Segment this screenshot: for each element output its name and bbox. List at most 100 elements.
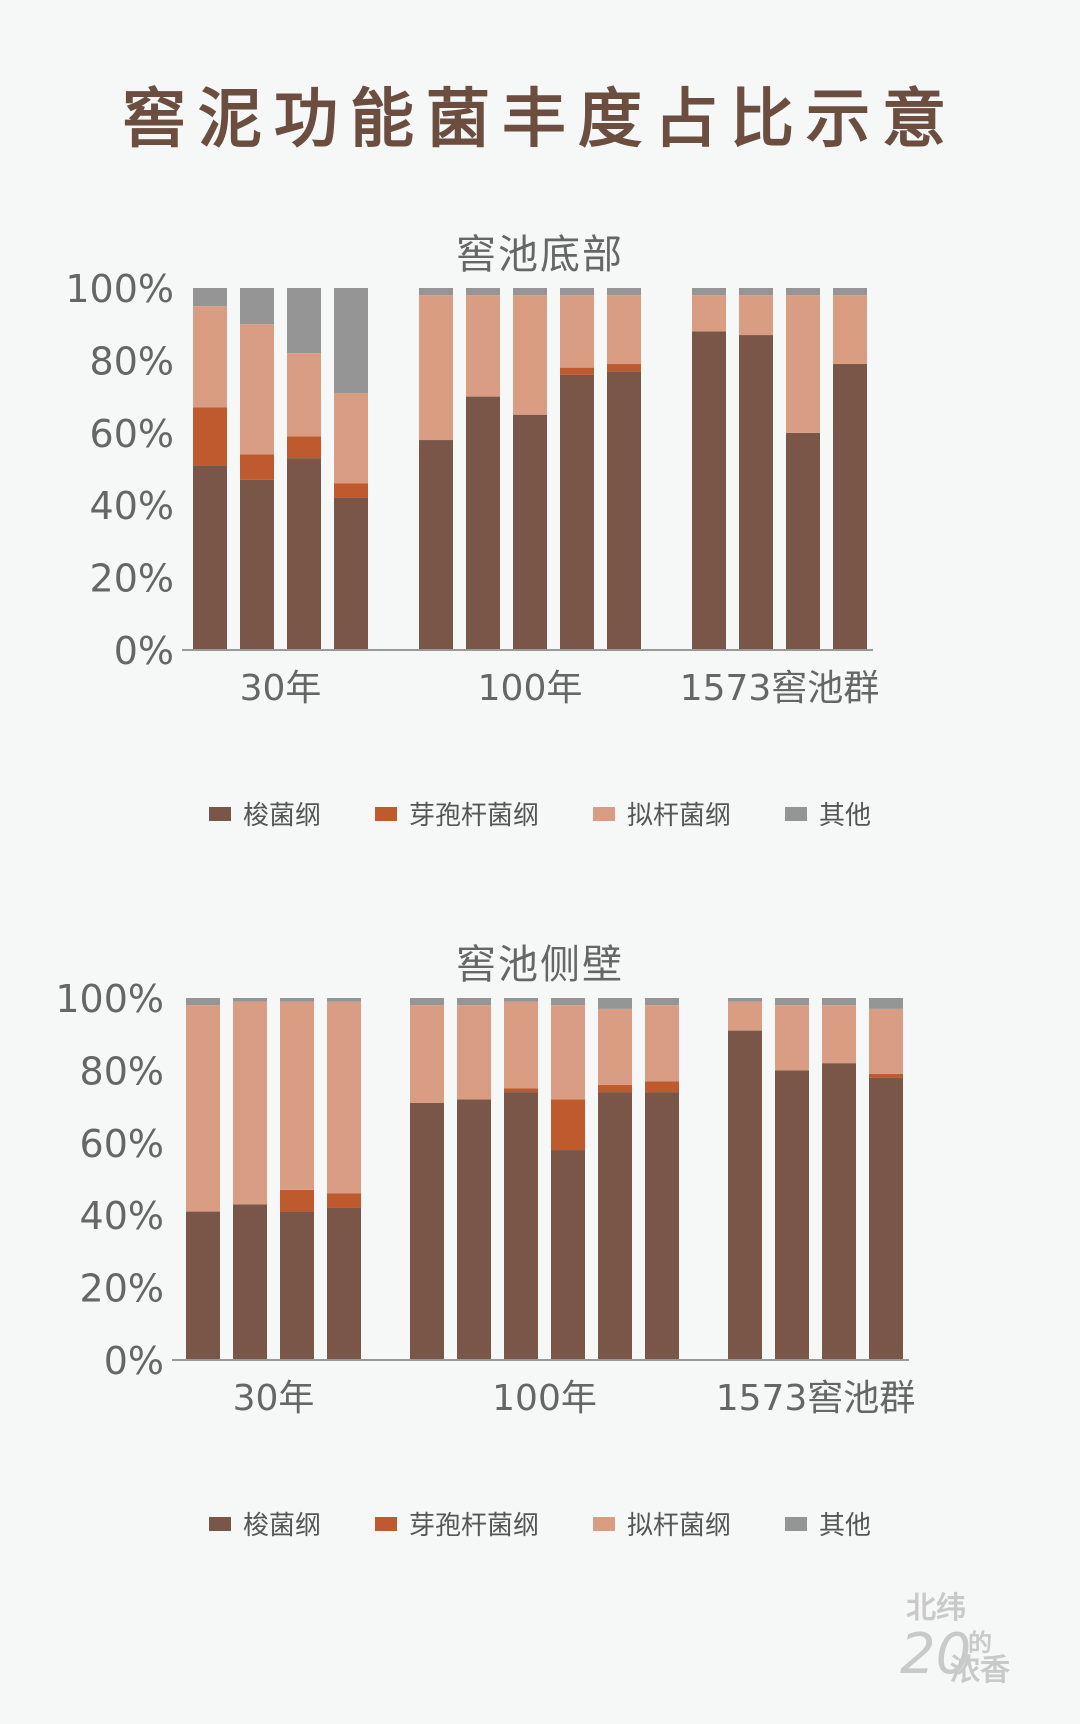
y-tick-label: 40%: [80, 1194, 164, 1238]
y-tick-label: 0%: [104, 1339, 164, 1383]
bar-segment: [280, 998, 314, 1002]
bar-segment: [419, 288, 453, 296]
bar-segment: [240, 324, 274, 455]
legend-label: 拟杆菌纲: [627, 1511, 732, 1541]
bar-segment: [513, 414, 547, 650]
chart-legend: 梭菌纲 芽孢杆菌纲 拟杆菌纲 其他: [0, 795, 1080, 832]
bar-segment: [240, 288, 274, 325]
bar-segment: [334, 392, 368, 484]
bar-segment: [833, 288, 867, 296]
bar-segment: [645, 1081, 679, 1093]
bar-segment: [692, 288, 726, 296]
bar-segment: [822, 998, 856, 1006]
y-tick-label: 20%: [80, 1267, 164, 1311]
bar-segment: [869, 1074, 903, 1078]
bar-segment: [551, 998, 585, 1006]
x-group-label: 1573窖池群: [716, 1378, 916, 1419]
bar-segment: [598, 1008, 632, 1085]
x-group-label: 100年: [478, 668, 583, 709]
bar-segment: [551, 1099, 585, 1151]
bar-segment: [692, 295, 726, 332]
legend-swatch: [593, 1516, 615, 1531]
bar-segment: [607, 364, 641, 372]
bar-segment: [193, 465, 227, 650]
legend-swatch: [374, 1516, 397, 1531]
x-group-label: 30年: [233, 1378, 315, 1419]
legend-item-bacteroidia: 拟杆菌纲: [593, 1505, 731, 1542]
bar-segment: [786, 432, 820, 650]
bar-segment: [513, 295, 547, 415]
bar-segment: [287, 353, 321, 437]
watermark-text: 浓香: [950, 1653, 1010, 1688]
watermark-number: 20: [900, 1622, 972, 1687]
bar-segment: [869, 998, 903, 1009]
bar-segment: [551, 1150, 585, 1360]
bar-segment: [560, 367, 594, 375]
x-group-label: 100年: [492, 1378, 597, 1419]
watermark-text: 北纬: [906, 1591, 966, 1626]
bar-segment: [504, 1092, 538, 1360]
y-tick-label: 80%: [80, 1049, 164, 1093]
bar-segment: [193, 306, 227, 408]
bar-segment: [504, 998, 538, 1002]
bar-segment: [233, 1204, 267, 1360]
legend-item-clostridia: 梭菌纲: [208, 795, 321, 832]
bar-segment: [692, 331, 726, 650]
legend-swatch: [785, 1516, 808, 1531]
bar-segment: [419, 440, 453, 650]
bar-segment: [504, 1001, 538, 1089]
bar-segment: [327, 1207, 361, 1360]
y-tick-label: 100%: [65, 270, 174, 311]
bar-segment: [728, 998, 762, 1002]
bar-segment: [186, 1211, 220, 1360]
chart-bottom: 窖池底部 100% 80% 60% 40% 20% 0% 30年 100年 1573窖池群 梭菌…: [0, 210, 1080, 850]
bar-segment: [598, 1092, 632, 1360]
bar-segment: [775, 1070, 809, 1360]
bar-segment: [287, 288, 321, 354]
bar-segment: [240, 479, 274, 650]
bar-segment: [466, 288, 500, 296]
bar-segment: [504, 1088, 538, 1093]
bar-segment: [186, 1005, 220, 1212]
watermark-logo: 北纬 的 20 浓香: [900, 1590, 1060, 1700]
legend-label: 芽孢杆菌纲: [408, 1511, 539, 1541]
bar-segment: [786, 288, 820, 296]
y-tick-label: 60%: [80, 1122, 164, 1166]
chart-title: 窖池底部: [456, 232, 624, 278]
chart-side: 窖池侧壁 100% 80% 60% 40% 20% 0% 30年 100年 1573窖池群 梭菌…: [0, 920, 1080, 1560]
bar-segment: [410, 998, 444, 1006]
bar-segment: [193, 407, 227, 466]
bar-segment: [739, 288, 773, 296]
bar-segment: [410, 1102, 444, 1360]
bar-segment: [287, 436, 321, 459]
bar-segment: [327, 1001, 361, 1194]
bar-segment: [410, 1005, 444, 1103]
bar-segment: [327, 998, 361, 1002]
legend-item-other: 其他: [785, 1505, 871, 1542]
legend-swatch: [374, 806, 397, 821]
y-tick-label: 20%: [90, 557, 174, 601]
legend-swatch: [208, 806, 231, 821]
legend-item-clostridia: 梭菌纲: [208, 1505, 321, 1542]
bar-segment: [739, 335, 773, 650]
bar-segment: [240, 454, 274, 480]
y-tick-label: 0%: [114, 629, 174, 673]
bar-segment: [334, 497, 368, 650]
bar-segment: [607, 295, 641, 365]
bar-segment: [607, 288, 641, 296]
bar-segment: [280, 1189, 314, 1212]
legend-label: 梭菌纲: [242, 1511, 321, 1541]
y-tick-label: 40%: [90, 484, 174, 528]
bar-segment: [645, 1092, 679, 1360]
bar-segment: [775, 1005, 809, 1071]
bar-segment: [598, 1084, 632, 1093]
legend-swatch: [785, 806, 808, 821]
bar-segment: [786, 295, 820, 433]
bar-segment: [513, 288, 547, 296]
chart-legend: 梭菌纲 芽孢杆菌纲 拟杆菌纲 其他: [0, 1505, 1080, 1542]
bar-segment: [457, 1099, 491, 1360]
bar-segment: [607, 371, 641, 650]
bar-segment: [457, 998, 491, 1006]
bar-segment: [233, 1001, 267, 1205]
bar-segment: [822, 1063, 856, 1360]
